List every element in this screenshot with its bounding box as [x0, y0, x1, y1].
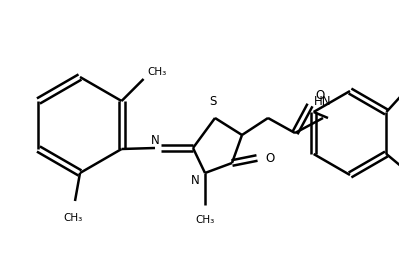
Text: CH₃: CH₃	[196, 215, 215, 225]
Text: CH₃: CH₃	[63, 213, 83, 223]
Text: O: O	[265, 151, 274, 164]
Text: N: N	[151, 134, 159, 146]
Text: O: O	[315, 89, 324, 102]
Text: HN: HN	[314, 95, 332, 108]
Text: N: N	[191, 174, 200, 186]
Text: CH₃: CH₃	[148, 67, 167, 77]
Text: S: S	[209, 95, 217, 108]
